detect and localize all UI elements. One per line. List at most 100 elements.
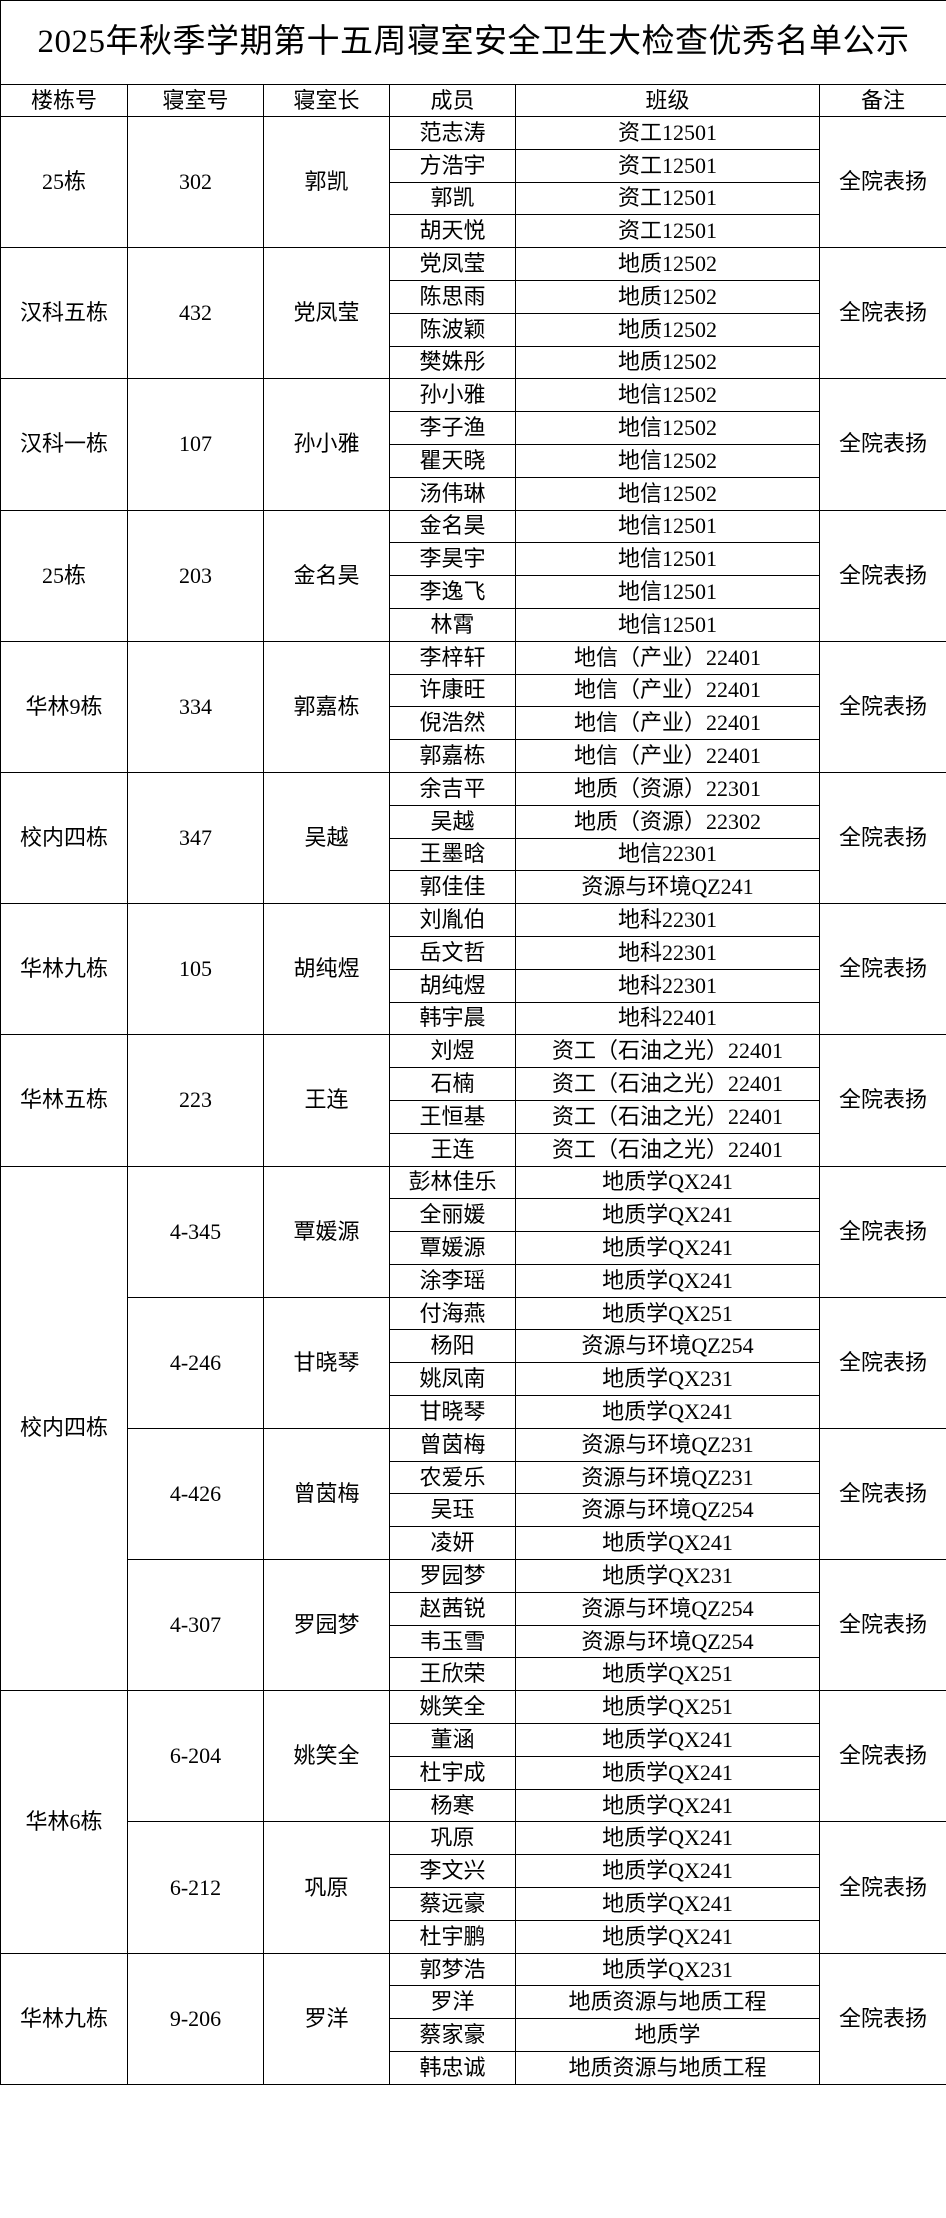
member-class-cell: 地质资源与地质工程 bbox=[515, 2051, 820, 2085]
member-class-cell: 地信（产业）22401 bbox=[515, 640, 820, 675]
member-class-cell: 地质学 bbox=[515, 2018, 820, 2053]
table-row: 李文兴 地质学QX241 bbox=[1, 1854, 946, 1889]
header-row: 楼栋号 寝室号 寝室长 成员 班级 备注 bbox=[0, 84, 946, 117]
member-class-cell: 地质学QX241 bbox=[515, 1723, 820, 1757]
member-name-cell: 李文兴 bbox=[389, 1854, 516, 1889]
room-number-cell: 107 bbox=[127, 378, 264, 511]
member-name-cell: 党凤莹 bbox=[389, 247, 516, 281]
table-row: 华林9栋 334 郭嘉栋 李梓轩 地信（产业）22401 全院表扬 bbox=[0, 640, 946, 773]
member-class-cell: 地质学QX241 bbox=[515, 1231, 820, 1265]
page-title: 2025年秋季学期第十五周寝室安全卫生大检查优秀名单公示 bbox=[0, 0, 946, 85]
room-leader-cell: 郭嘉栋 bbox=[263, 640, 390, 773]
room-number-cell: 9-206 bbox=[127, 1952, 264, 2085]
table-row: 杨寒 地质学QX241 bbox=[1, 1788, 946, 1823]
table-row: 涂李瑶 地质学QX241 bbox=[1, 1263, 946, 1298]
member-name-cell: 杨阳 bbox=[389, 1329, 516, 1364]
member-name-cell: 许康旺 bbox=[389, 673, 516, 708]
room-number-cell: 105 bbox=[127, 903, 264, 1036]
member-name-cell: 陈波颖 bbox=[389, 312, 516, 347]
table-row: 25栋 302 郭凯 范志涛 资工12501 全院表扬 bbox=[0, 115, 946, 249]
remark-cell: 全院表扬 bbox=[819, 1559, 946, 1692]
table-row: 农爱乐 资源与环境QZ231 bbox=[1, 1460, 946, 1495]
member-name-cell: 韩忠诚 bbox=[389, 2051, 516, 2085]
member-name-cell: 方浩宇 bbox=[389, 148, 516, 183]
table-row: 蔡远豪 地质学QX241 bbox=[1, 1887, 946, 1921]
member-class-cell: 地信12502 bbox=[515, 476, 820, 511]
member-name-cell: 石楠 bbox=[389, 1067, 516, 1101]
member-name-cell: 李昊宇 bbox=[389, 542, 516, 577]
table-row: 郭嘉栋 地信（产业）22401 bbox=[1, 739, 946, 773]
member-class-cell: 地信12501 bbox=[515, 607, 820, 642]
member-name-cell: 郭嘉栋 bbox=[389, 739, 516, 773]
member-name-cell: 姚笑全 bbox=[389, 1690, 516, 1725]
member-class-cell: 地信12502 bbox=[515, 443, 820, 478]
table-row: 华林九栋 9-206 罗洋 郭梦浩 地质学QX231 全院表扬 bbox=[0, 1952, 946, 2085]
member-name-cell: 胡纯煜 bbox=[389, 968, 516, 1003]
member-class-cell: 地科22301 bbox=[515, 935, 820, 970]
member-class-cell: 地质学QX241 bbox=[515, 1788, 820, 1823]
building-cell: 校内四栋 bbox=[0, 771, 128, 905]
member-class-cell: 资工12501 bbox=[515, 181, 820, 216]
table-row: 李昊宇 地信12501 bbox=[1, 542, 946, 577]
member-name-cell: 杨寒 bbox=[389, 1788, 516, 1823]
header-room: 寝室号 bbox=[127, 84, 264, 117]
member-name-cell: 郭佳佳 bbox=[389, 870, 516, 905]
table-row: 4-426 曾茵梅 曾茵梅 资源与环境QZ231 全院表扬 bbox=[1, 1427, 946, 1561]
room-leader-cell: 胡纯煜 bbox=[263, 903, 390, 1036]
room-leader-cell: 罗洋 bbox=[263, 1952, 390, 2085]
room-number-cell: 4-426 bbox=[127, 1427, 264, 1561]
table-row: 杜宇鹏 地质学QX241 bbox=[1, 1919, 946, 1954]
member-class-cell: 资工（石油之光）22401 bbox=[515, 1034, 820, 1069]
member-class-cell: 地质学QX231 bbox=[515, 1952, 820, 1987]
room-leader-cell: 甘晓琴 bbox=[263, 1296, 390, 1429]
member-name-cell: 刘煜 bbox=[389, 1034, 516, 1069]
table-row: 胡天悦 资工12501 bbox=[1, 214, 946, 249]
member-class-cell: 地质（资源）22302 bbox=[515, 804, 820, 839]
building-cell: 汉科五栋 bbox=[0, 247, 128, 380]
table-row: 吴越 地质（资源）22302 bbox=[1, 804, 946, 839]
table-row: 王恒基 资工（石油之光）22401 bbox=[1, 1099, 946, 1134]
room-leader-cell: 王连 bbox=[263, 1034, 390, 1167]
header-remark: 备注 bbox=[819, 84, 946, 117]
member-class-cell: 地科22301 bbox=[515, 968, 820, 1003]
room-leader-cell: 曾茵梅 bbox=[263, 1427, 390, 1561]
room-leader-cell: 吴越 bbox=[263, 771, 390, 905]
table-row: 华林九栋 105 胡纯煜 刘胤伯 地科22301 全院表扬 bbox=[0, 903, 946, 1036]
member-name-cell: 韩宇晨 bbox=[389, 1001, 516, 1036]
table-row: 赵茜锐 资源与环境QZ254 bbox=[1, 1591, 946, 1626]
member-class-cell: 资源与环境QZ231 bbox=[515, 1460, 820, 1495]
remark-cell: 全院表扬 bbox=[819, 1034, 946, 1167]
room-number-cell: 302 bbox=[127, 115, 264, 249]
member-class-cell: 地质学QX241 bbox=[515, 1395, 820, 1429]
member-name-cell: 吴越 bbox=[389, 804, 516, 839]
building-cell: 校内四栋 bbox=[0, 1165, 128, 1692]
table-row: 王连 资工（石油之光）22401 bbox=[1, 1132, 946, 1167]
remark-cell: 全院表扬 bbox=[819, 115, 946, 249]
member-class-cell: 地质（资源）22301 bbox=[515, 771, 820, 806]
member-name-cell: 吴珏 bbox=[389, 1493, 516, 1528]
member-class-cell: 资工12501 bbox=[515, 148, 820, 183]
member-class-cell: 地质学QX241 bbox=[515, 1919, 820, 1954]
table-row: 瞿天晓 地信12502 bbox=[1, 443, 946, 478]
member-name-cell: 蔡远豪 bbox=[389, 1887, 516, 1921]
member-name-cell: 孙小雅 bbox=[389, 378, 516, 413]
remark-cell: 全院表扬 bbox=[819, 1165, 946, 1298]
honor-roll-table: 2025年秋季学期第十五周寝室安全卫生大检查优秀名单公示 楼栋号 寝室号 寝室长… bbox=[0, 0, 946, 2085]
member-class-cell: 地信（产业）22401 bbox=[515, 739, 820, 773]
member-class-cell: 地信12502 bbox=[515, 378, 820, 413]
member-class-cell: 地信22301 bbox=[515, 837, 820, 872]
member-class-cell: 地质12502 bbox=[515, 345, 820, 380]
member-class-cell: 资工（石油之光）22401 bbox=[515, 1099, 820, 1134]
member-name-cell: 杜宇成 bbox=[389, 1755, 516, 1790]
room-leader-cell: 姚笑全 bbox=[263, 1690, 390, 1823]
member-class-cell: 地质学QX251 bbox=[515, 1657, 820, 1692]
member-name-cell: 姚凤南 bbox=[389, 1362, 516, 1397]
building-cell: 华林九栋 bbox=[0, 903, 128, 1036]
member-class-cell: 资工（石油之光）22401 bbox=[515, 1132, 820, 1167]
member-class-cell: 地质学QX251 bbox=[515, 1296, 820, 1331]
table-row: 韩忠诚 地质资源与地质工程 bbox=[1, 2051, 946, 2085]
member-class-cell: 地信12501 bbox=[515, 542, 820, 577]
member-class-cell: 地科22301 bbox=[515, 903, 820, 937]
member-name-cell: 岳文哲 bbox=[389, 935, 516, 970]
table-row: 林霄 地信12501 bbox=[1, 607, 946, 642]
